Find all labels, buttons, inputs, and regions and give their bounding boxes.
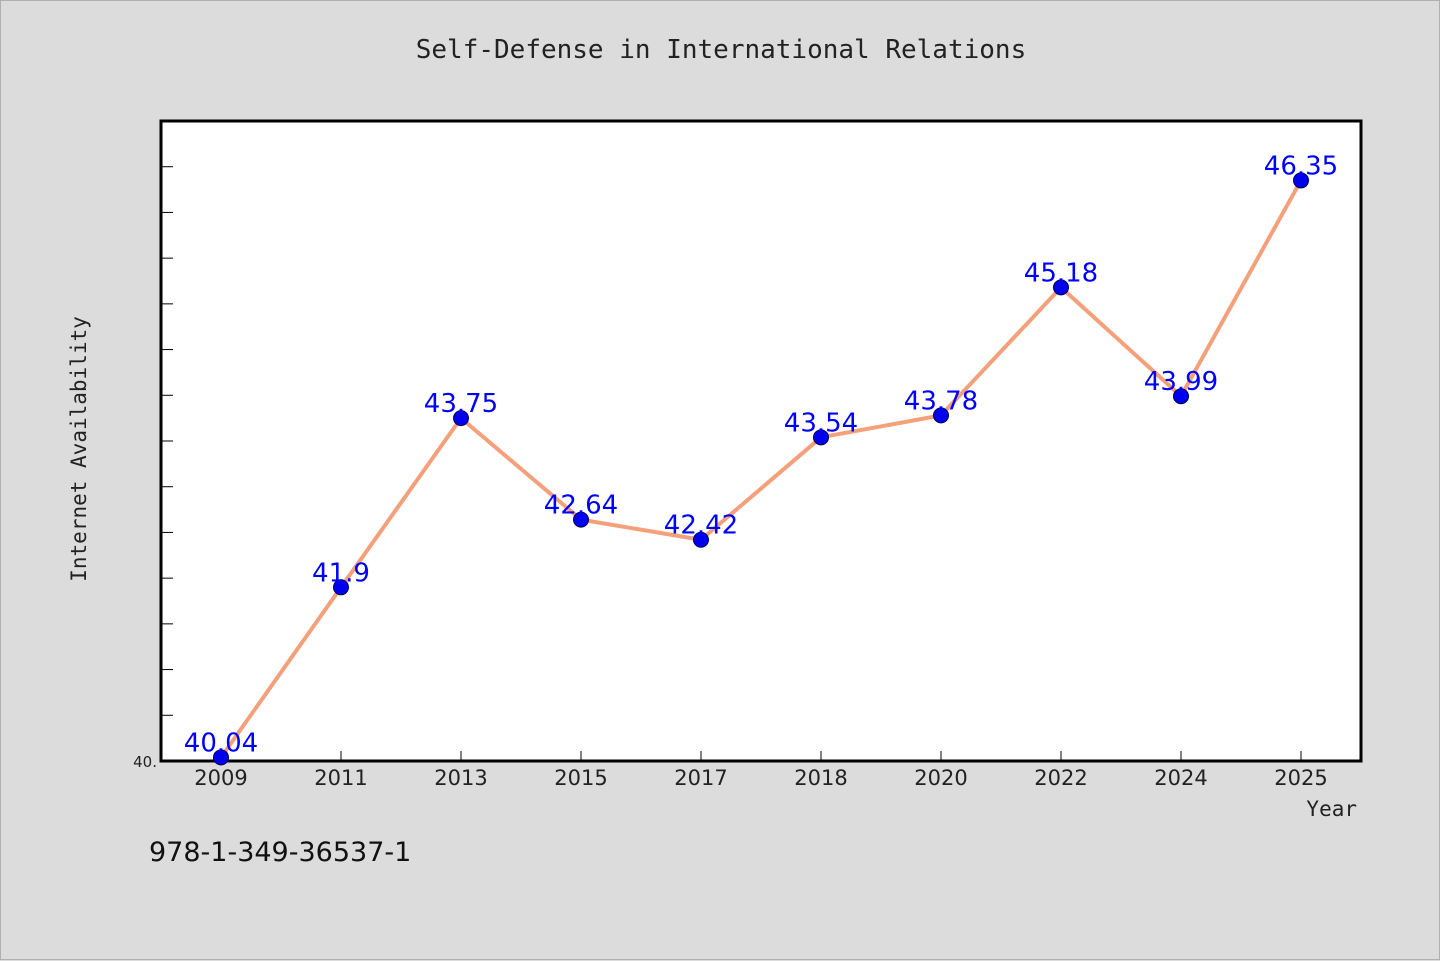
data-label: 45.18 xyxy=(1024,258,1098,288)
plot-area xyxy=(159,119,1363,763)
data-point xyxy=(333,579,349,596)
x-tick-label: 2024 xyxy=(1154,766,1207,790)
x-tick-label: 2022 xyxy=(1034,766,1087,790)
x-tick-label: 2013 xyxy=(434,766,487,790)
x-axis-label: Year xyxy=(1306,797,1357,821)
data-point xyxy=(453,410,469,427)
footer-isbn: 978-1-349-36537-1 xyxy=(149,837,412,868)
data-point xyxy=(813,429,829,446)
data-point xyxy=(1293,172,1309,189)
data-label: 43.54 xyxy=(784,408,858,438)
x-tick-label: 2009 xyxy=(194,766,247,790)
x-tick-label: 2011 xyxy=(314,766,367,790)
y-tick-label: 40. xyxy=(133,753,157,771)
x-tick-label: 2017 xyxy=(674,766,727,790)
data-point xyxy=(1053,279,1069,296)
data-label: 43.99 xyxy=(1144,367,1218,397)
data-label: 42.42 xyxy=(664,511,738,541)
chart-title: Self-Defense in International Relations xyxy=(415,35,1027,65)
data-label: 42.64 xyxy=(544,491,618,521)
data-point xyxy=(573,511,589,528)
data-point xyxy=(933,407,949,424)
data-label: 41.9 xyxy=(312,558,370,588)
data-label: 43.78 xyxy=(904,386,978,416)
x-tick-label: 2025 xyxy=(1274,766,1327,790)
data-point xyxy=(213,749,229,766)
x-tick-label: 2020 xyxy=(914,766,967,790)
x-tick-label: 2015 xyxy=(554,766,607,790)
x-tick-label: 2018 xyxy=(794,766,847,790)
data-label: 40.04 xyxy=(184,728,258,758)
data-point xyxy=(1173,388,1189,405)
data-point xyxy=(693,531,709,548)
series-line xyxy=(219,179,1303,759)
data-label: 46.35 xyxy=(1264,151,1338,181)
data-label: 43.75 xyxy=(424,389,498,419)
